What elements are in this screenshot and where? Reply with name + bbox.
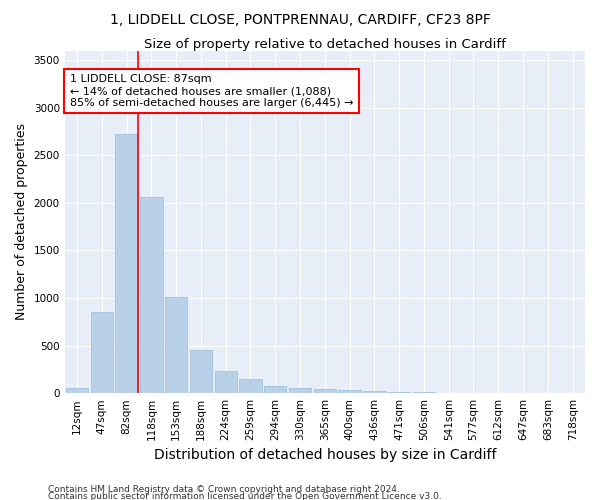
- Bar: [190, 350, 212, 393]
- Text: Contains HM Land Registry data © Crown copyright and database right 2024.: Contains HM Land Registry data © Crown c…: [48, 486, 400, 494]
- Bar: [215, 372, 237, 393]
- Text: 1 LIDDELL CLOSE: 87sqm
← 14% of detached houses are smaller (1,088)
85% of semi-: 1 LIDDELL CLOSE: 87sqm ← 14% of detached…: [70, 74, 353, 108]
- X-axis label: Distribution of detached houses by size in Cardiff: Distribution of detached houses by size …: [154, 448, 496, 462]
- Bar: [338, 390, 361, 393]
- Bar: [289, 388, 311, 393]
- Bar: [140, 197, 163, 393]
- Text: 1, LIDDELL CLOSE, PONTPRENNAU, CARDIFF, CF23 8PF: 1, LIDDELL CLOSE, PONTPRENNAU, CARDIFF, …: [110, 12, 490, 26]
- Bar: [115, 134, 138, 393]
- Bar: [239, 379, 262, 393]
- Bar: [363, 392, 386, 393]
- Title: Size of property relative to detached houses in Cardiff: Size of property relative to detached ho…: [144, 38, 506, 51]
- Text: Contains public sector information licensed under the Open Government Licence v3: Contains public sector information licen…: [48, 492, 442, 500]
- Y-axis label: Number of detached properties: Number of detached properties: [15, 124, 28, 320]
- Bar: [165, 297, 187, 393]
- Bar: [264, 386, 286, 393]
- Bar: [91, 312, 113, 393]
- Bar: [314, 389, 336, 393]
- Bar: [66, 388, 88, 393]
- Bar: [413, 392, 435, 393]
- Bar: [388, 392, 410, 393]
